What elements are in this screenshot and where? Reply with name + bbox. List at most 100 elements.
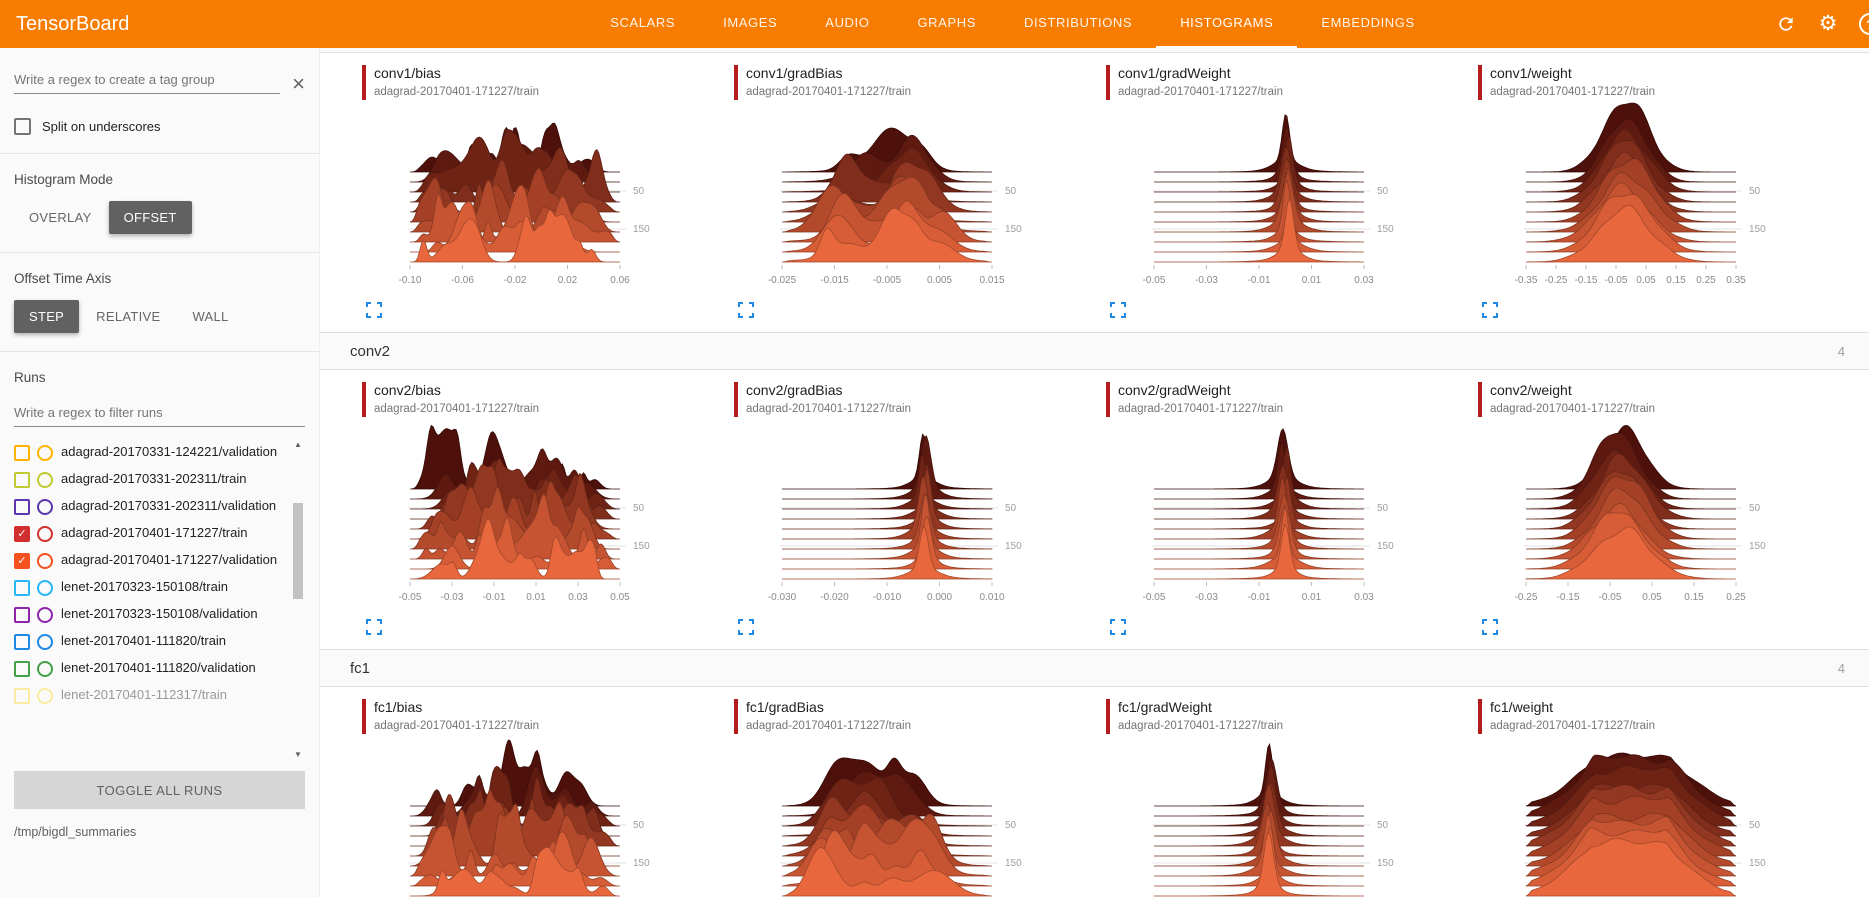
svg-text:150: 150: [1005, 224, 1022, 235]
run-radio[interactable]: [37, 499, 53, 515]
run-checkbox[interactable]: [14, 472, 30, 488]
tab-audio[interactable]: AUDIO: [825, 15, 870, 30]
card-tag-title: conv2/gradBias: [746, 382, 843, 398]
main-tabs: SCALARS IMAGES AUDIO GRAPHS DISTRIBUTIONS HIS…: [250, 0, 1775, 48]
run-radio[interactable]: [37, 580, 53, 596]
run-item[interactable]: ✓ adagrad-20170401-171227/validation: [14, 547, 287, 574]
scrollbar-thumb[interactable]: [293, 503, 303, 599]
histogram-mode-overlay-button[interactable]: OVERLAY: [14, 201, 107, 234]
run-checkbox[interactable]: [14, 688, 30, 704]
run-item[interactable]: lenet-20170323-150108/validation: [14, 601, 287, 628]
tab-images[interactable]: IMAGES: [723, 15, 778, 30]
svg-text:-0.25: -0.25: [1515, 592, 1538, 603]
tag-filter-input[interactable]: [14, 66, 281, 94]
run-item[interactable]: adagrad-20170331-124221/validation: [14, 439, 287, 466]
help-icon[interactable]: ?: [1859, 13, 1869, 35]
run-radio[interactable]: [37, 661, 53, 677]
run-radio[interactable]: [37, 472, 53, 488]
section-header-conv1[interactable]: conv14: [320, 48, 1869, 53]
tab-scalars[interactable]: SCALARS: [610, 15, 676, 30]
histogram-plot: 50 150 -0.05 -0.03 -0.01 0.01 0.03 0.05: [399, 424, 650, 603]
run-item[interactable]: lenet-20170401-111820/train: [14, 628, 287, 655]
run-radio[interactable]: [37, 688, 53, 704]
tab-embeddings[interactable]: EMBEDDINGS: [1321, 15, 1415, 30]
svg-text:-0.05: -0.05: [1599, 592, 1622, 603]
app-header: TensorBoard SCALARS IMAGES AUDIO GRAPHS DIST…: [0, 0, 1869, 48]
tab-distributions[interactable]: DISTRIBUTIONS: [1023, 15, 1133, 30]
run-checkbox[interactable]: [14, 634, 30, 650]
svg-text:50: 50: [633, 503, 645, 514]
run-checkbox[interactable]: ✓: [14, 526, 30, 542]
expand-icon[interactable]: [366, 302, 384, 320]
run-label: lenet-20170401-111820/validation: [61, 660, 256, 675]
card-header: conv2/gradWeight adagrad-20170401-171227/…: [1106, 382, 1478, 417]
expand-icon[interactable]: [1110, 302, 1128, 320]
offset-time-axis-toggle: STEP RELATIVE WALL: [14, 300, 305, 333]
expand-icon[interactable]: [738, 619, 756, 637]
run-radio[interactable]: [37, 607, 53, 623]
run-radio[interactable]: [37, 445, 53, 461]
section-header-fc1[interactable]: fc1 4: [320, 649, 1869, 687]
expand-icon[interactable]: [1110, 619, 1128, 637]
run-item[interactable]: ✓ adagrad-20170401-171227/train: [14, 520, 287, 547]
svg-text:50: 50: [1377, 503, 1389, 514]
svg-text:50: 50: [1377, 820, 1389, 831]
run-item[interactable]: adagrad-20170331-202311/train: [14, 466, 287, 493]
scroll-down-icon[interactable]: ▼: [294, 750, 302, 759]
run-checkbox[interactable]: [14, 607, 30, 623]
close-icon[interactable]: ×: [292, 71, 305, 96]
svg-text:-0.06: -0.06: [451, 275, 474, 286]
svg-text:-0.005: -0.005: [873, 275, 902, 286]
run-checkbox[interactable]: [14, 499, 30, 515]
histogram-plot: 50 150: [1152, 742, 1394, 897]
run-radio[interactable]: [37, 634, 53, 650]
offset-time-axis-step-button[interactable]: STEP: [14, 300, 80, 333]
section-header-conv2[interactable]: conv2 4: [320, 332, 1869, 370]
histogram-plot: 50 150 -0.05 -0.03 -0.01 0.01 0.03: [1143, 114, 1394, 286]
svg-text:-0.01: -0.01: [1248, 592, 1271, 603]
section-name: fc1: [350, 659, 371, 677]
expand-icon[interactable]: [1482, 619, 1500, 637]
run-item[interactable]: adagrad-20170331-202311/validation: [14, 493, 287, 520]
run-item[interactable]: lenet-20170323-150108/train: [14, 574, 287, 601]
run-filter-input[interactable]: [14, 399, 305, 427]
svg-text:150: 150: [1749, 224, 1766, 235]
split-underscores-checkbox[interactable]: Split on underscores: [14, 118, 305, 135]
card-tag-title: conv2/gradWeight: [1118, 382, 1231, 398]
toggle-all-runs-button[interactable]: TOGGLE ALL RUNS: [14, 771, 305, 809]
svg-text:0.01: 0.01: [526, 592, 546, 603]
histogram-plot: 50 150 -0.10 -0.06 -0.02 0.02 0.06: [399, 122, 650, 286]
expand-icon[interactable]: [738, 302, 756, 320]
checkbox-icon[interactable]: [14, 118, 31, 135]
run-checkbox[interactable]: [14, 580, 30, 596]
run-radio[interactable]: [37, 553, 53, 569]
svg-text:150: 150: [1005, 858, 1022, 869]
log-dir: /tmp/bigdl_summaries: [14, 825, 137, 839]
svg-text:50: 50: [633, 186, 645, 197]
run-item[interactable]: lenet-20170401-112317/train: [14, 682, 287, 709]
run-checkbox[interactable]: ✓: [14, 553, 30, 569]
svg-text:-0.02: -0.02: [504, 275, 527, 286]
run-checkbox[interactable]: [14, 445, 30, 461]
run-list-scrollbar[interactable]: ▲ ▼: [291, 439, 305, 761]
offset-time-axis-relative-button[interactable]: RELATIVE: [81, 300, 175, 333]
section-count: 4: [1837, 660, 1845, 676]
run-radio[interactable]: [37, 526, 53, 542]
tab-histograms[interactable]: HISTOGRAMS: [1156, 0, 1298, 48]
histogram-mode-offset-button[interactable]: OFFSET: [108, 201, 192, 234]
section-count: 4: [1837, 343, 1845, 359]
card-run-name: adagrad-20170401-171227/train: [374, 719, 539, 732]
offset-time-axis-wall-button[interactable]: WALL: [177, 300, 243, 333]
tab-graphs[interactable]: GRAPHS: [917, 15, 976, 30]
run-item[interactable]: lenet-20170401-111820/validation: [14, 655, 287, 682]
expand-icon[interactable]: [366, 619, 384, 637]
expand-icon[interactable]: [1482, 302, 1500, 320]
run-checkbox[interactable]: [14, 661, 30, 677]
run-color-bar: [1478, 65, 1482, 100]
settings-icon[interactable]: ⚙: [1818, 12, 1838, 35]
card-titles: fc1/gradWeight adagrad-20170401-171227/tr…: [1118, 699, 1283, 732]
histogram-mode-label: Histogram Mode: [14, 172, 114, 187]
scroll-up-icon[interactable]: ▲: [294, 440, 302, 449]
refresh-icon[interactable]: [1775, 13, 1797, 35]
histogram-card: fc1/gradWeight adagrad-20170401-171227/tr…: [1106, 699, 1478, 897]
